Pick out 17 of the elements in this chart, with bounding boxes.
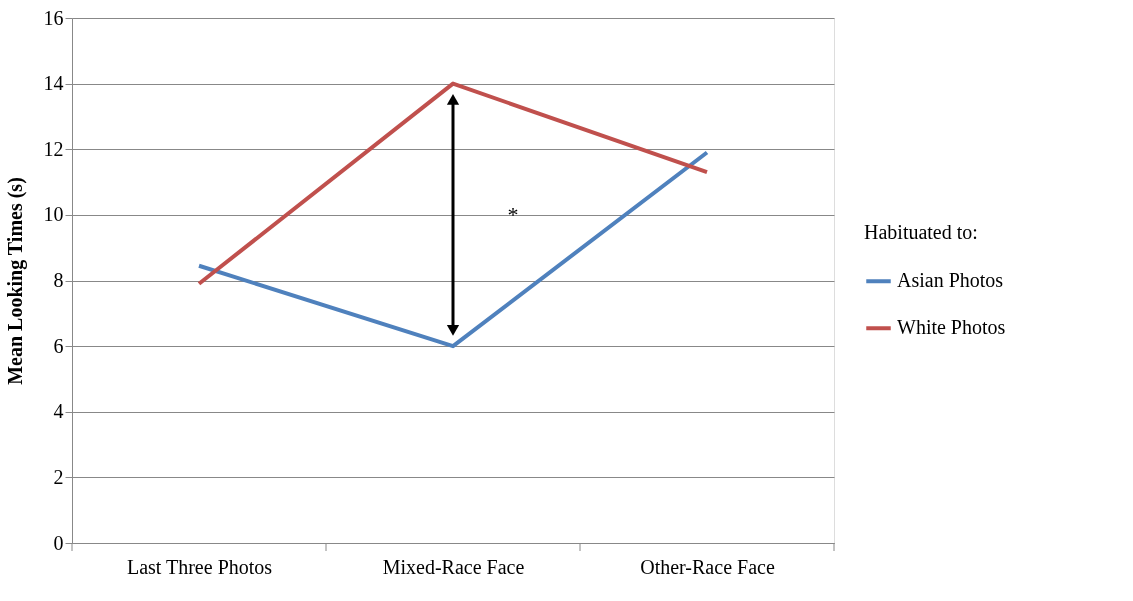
y-tick-label: 14: [43, 72, 64, 95]
y-tick-label: 4: [53, 400, 64, 423]
y-tick-label: 6: [53, 334, 64, 357]
y-tick-label: 12: [43, 137, 64, 160]
legend-title: Habituated to:: [864, 220, 978, 243]
x-tick-label: Mixed-Race Face: [382, 555, 525, 578]
legend-label: Asian Photos: [897, 269, 1004, 292]
annotation: *: [507, 201, 519, 227]
y-tick-label: 2: [53, 465, 64, 488]
y-axis-title: Mean Looking Times (s): [3, 177, 27, 385]
y-tick-label: 10: [43, 203, 64, 226]
x-tick-label: Other-Race Face: [640, 555, 775, 578]
legend-label: White Photos: [897, 316, 1006, 339]
y-tick-label: 8: [53, 269, 64, 291]
x-tick-label: Last Three Photos: [126, 555, 273, 578]
y-tick-label: 16: [43, 6, 64, 29]
y-tick-label: 0: [53, 531, 64, 554]
